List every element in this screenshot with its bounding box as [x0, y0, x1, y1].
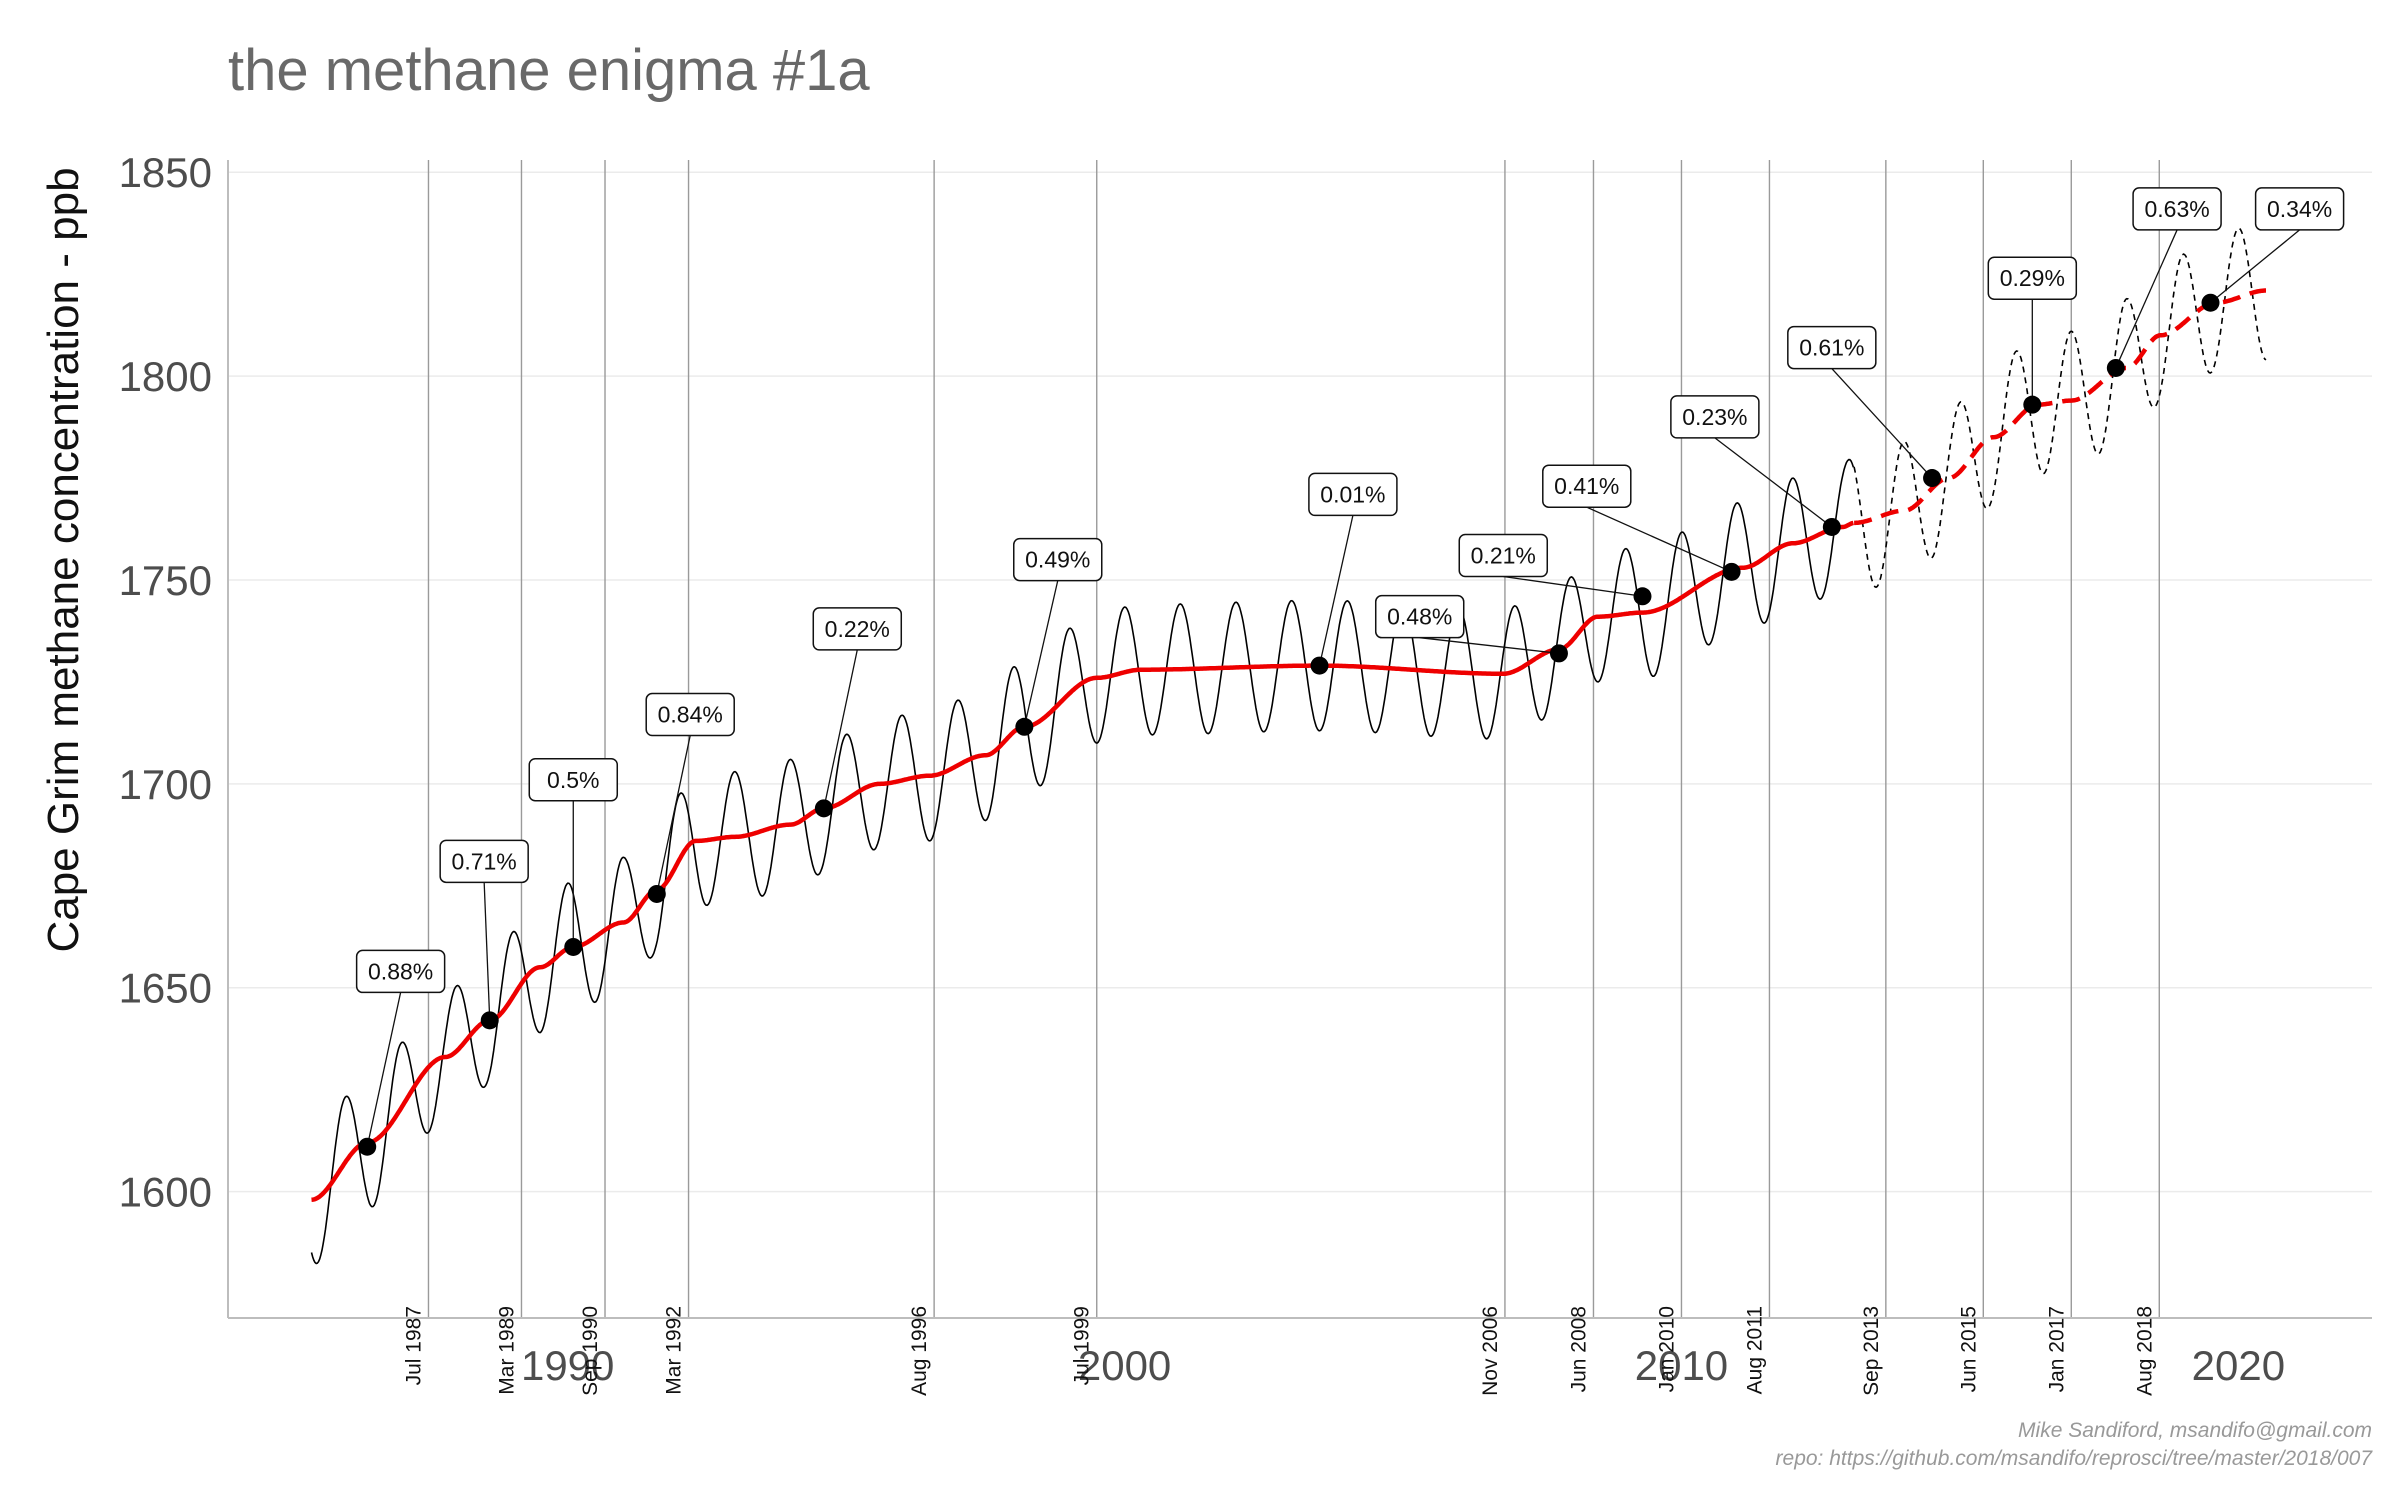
annotation-box	[1458, 533, 1549, 578]
y-tick-label: 1650	[119, 965, 212, 1012]
y-tick-label: 1800	[119, 353, 212, 400]
y-tick-label: 1750	[119, 557, 212, 604]
annotation-label: 0.71%	[452, 848, 517, 874]
annotation-label: 0.23%	[1682, 404, 1747, 430]
x-tick-label: 2000	[1078, 1342, 1171, 1389]
annotation-point	[1722, 562, 1741, 581]
annotation-layer: 0.88% 0.71% 0.5% 0.84% 0.22% 0.49% 0.01% 0.48% 0…	[355, 187, 2345, 1156]
annotation-box	[2132, 187, 2222, 231]
change-point-lines	[427, 160, 2160, 1318]
y-tick-label: 1600	[119, 1169, 212, 1216]
change-point-label: Jan 2017	[2045, 1306, 2068, 1392]
annotation-point	[1549, 644, 1568, 663]
x-tick-label: 2020	[2192, 1342, 2285, 1389]
annotation-point	[1633, 587, 1652, 606]
change-point-label: Aug 1996	[908, 1306, 931, 1396]
annotation-leader	[2115, 229, 2178, 369]
grid-lines	[228, 171, 2372, 1193]
annotation-box	[1787, 325, 1877, 370]
annotation-box	[355, 949, 446, 994]
annotation-point	[1310, 656, 1329, 675]
annotation-label: 0.01%	[1320, 481, 1385, 507]
projected-seasonal-line	[1853, 227, 2267, 589]
change-point-label: Sep 2013	[1860, 1306, 1883, 1396]
x-tick-label: 2010	[1635, 1342, 1728, 1389]
annotation-label: 0.29%	[2000, 265, 2065, 291]
annotation-box	[2254, 187, 2345, 231]
annotation-point	[1822, 517, 1841, 536]
change-point-label: Sep 1990	[579, 1306, 602, 1396]
change-point-label: Aug 2018	[2133, 1306, 2156, 1396]
annotation-box	[528, 758, 619, 802]
change-point-label: Jun 2015	[1957, 1306, 1980, 1392]
change-point-label: Jun 2008	[1567, 1306, 1590, 1392]
annotation-point	[2023, 395, 2042, 414]
annotation-label: 0.49%	[1025, 547, 1090, 573]
annotation-leader	[656, 735, 691, 895]
annotation-point	[1923, 469, 1942, 488]
annotation-label: 0.5%	[547, 767, 599, 793]
y-tick-label: 1850	[119, 149, 212, 196]
annotation-box	[1013, 537, 1103, 582]
change-point-label: Jul 1999	[1071, 1306, 1094, 1385]
axes: 1600 1650 1700 1750 1800 1850 1990 2000 2010 2020	[119, 149, 2372, 1389]
caption-repo: repo: https://github.com/msandifo/repros…	[1776, 1447, 2374, 1470]
y-tick-label: 1700	[119, 761, 212, 808]
chart-title: the methane enigma #1a	[228, 38, 870, 103]
annotation-leader	[1503, 575, 1643, 597]
annotation-label: 0.84%	[658, 702, 723, 728]
annotation-leader	[1586, 506, 1732, 573]
annotation-leader	[1023, 580, 1059, 727]
annotation-leader	[2210, 229, 2301, 304]
annotation-point	[1015, 717, 1034, 736]
y-axis-label: Cape Grim methane concentration - ppb	[39, 167, 88, 952]
annotation-leader	[366, 992, 402, 1147]
change-point-label: Jul 1987	[402, 1306, 425, 1385]
annotation-box	[812, 607, 903, 651]
change-point-labels: Jul 1987 Mar 1989 Sep 1990 Mar 1992 Aug 1996…	[402, 1306, 2156, 1396]
annotation-point	[480, 1011, 499, 1030]
annotation-leader	[1714, 437, 1833, 528]
annotation-label: 0.21%	[1471, 543, 1536, 569]
annotation-box	[1308, 472, 1398, 517]
change-point-label: Jan 2010	[1655, 1306, 1678, 1392]
annotation-leader	[1419, 637, 1560, 655]
change-point-label: Mar 1989	[495, 1306, 518, 1395]
annotation-box	[439, 839, 529, 884]
annotation-point	[814, 799, 833, 818]
annotation-leader	[483, 882, 491, 1021]
observed-trend-line	[311, 520, 1854, 1203]
annotation-box	[1542, 464, 1632, 508]
annotation-point	[2201, 293, 2220, 312]
annotation-label: 0.34%	[2267, 196, 2332, 222]
annotation-box	[1987, 256, 2078, 300]
caption-author: Mike Sandiford, msandifo@gmail.com	[2018, 1419, 2372, 1442]
annotation-label: 0.22%	[825, 616, 890, 642]
annotation-label: 0.88%	[368, 958, 433, 984]
annotation-leader	[1318, 515, 1354, 666]
annotation-box	[645, 692, 735, 737]
x-tick-label: 1990	[521, 1342, 614, 1389]
annotation-leader	[823, 649, 858, 809]
change-point-label: Aug 2011	[1743, 1306, 1766, 1394]
change-point-label: Nov 2006	[1479, 1306, 1502, 1396]
annotation-box	[1374, 594, 1465, 639]
annotation-point	[564, 937, 583, 956]
annotation-label: 0.63%	[2144, 196, 2209, 222]
annotation-point	[647, 884, 666, 903]
annotation-leader	[1831, 368, 1933, 479]
annotation-label: 0.48%	[1387, 604, 1452, 630]
annotation-point	[2106, 358, 2125, 377]
annotation-label: 0.61%	[1799, 335, 1864, 361]
annotation-point	[358, 1137, 377, 1156]
change-point-label: Mar 1992	[663, 1306, 686, 1395]
annotation-label: 0.41%	[1554, 473, 1619, 499]
annotation-box	[1670, 395, 1760, 439]
